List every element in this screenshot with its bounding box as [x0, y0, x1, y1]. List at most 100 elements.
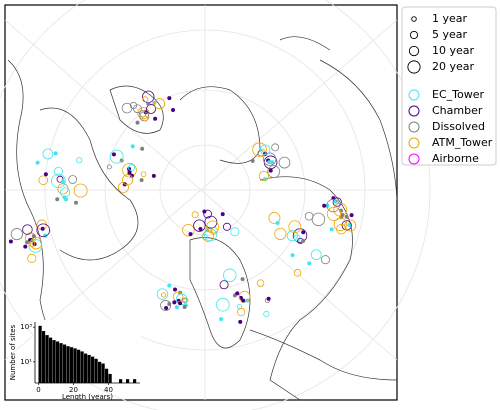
site-ring	[28, 238, 43, 253]
site-dot	[53, 151, 58, 156]
legend-size-marker	[409, 30, 419, 40]
site-dot	[167, 302, 172, 307]
legend-type-marker	[408, 153, 420, 165]
site-dot	[198, 226, 203, 231]
histogram-bar	[59, 343, 63, 383]
site-ring	[73, 183, 88, 198]
site-ring	[193, 219, 206, 232]
site-dot	[238, 319, 243, 324]
x-tick-label: 0	[36, 386, 40, 394]
site-dot	[23, 244, 28, 249]
site-ring	[106, 164, 112, 170]
site-ring	[139, 110, 147, 118]
site-ring	[51, 173, 66, 189]
histogram-bar	[98, 361, 102, 383]
histogram-bar	[91, 356, 95, 383]
histogram-bar	[133, 379, 137, 383]
legend-label: EC_Tower	[432, 88, 484, 101]
site-ring	[293, 269, 302, 277]
site-ring	[76, 157, 83, 164]
legend-label: Airborne	[432, 152, 479, 165]
legend-type-marker	[408, 89, 420, 101]
graticule	[0, 0, 431, 410]
site-dot	[55, 197, 60, 202]
site-ring	[252, 142, 267, 157]
site-dot	[153, 116, 158, 121]
site-ring	[278, 156, 291, 169]
histogram-bar	[66, 346, 70, 383]
site-ring	[223, 268, 237, 282]
x-axis-label: Length (years)	[62, 393, 113, 401]
site-dot	[240, 277, 245, 282]
site-ring	[182, 224, 195, 237]
site-ring	[22, 224, 33, 235]
site-dot	[270, 160, 275, 165]
site-ring	[271, 143, 280, 152]
histogram-bar	[101, 363, 105, 383]
site-dot	[62, 195, 67, 200]
histogram-bar	[45, 335, 49, 383]
site-ring	[311, 212, 326, 227]
histogram-bar	[126, 379, 130, 383]
site-ring	[175, 293, 188, 306]
site-dot	[322, 203, 327, 208]
site-dot	[268, 168, 273, 173]
site-ring	[292, 228, 308, 243]
histogram-bar	[119, 379, 123, 383]
site-dot	[347, 223, 352, 228]
site-ring	[160, 292, 167, 298]
site-dot	[40, 226, 45, 231]
site-ring	[288, 220, 302, 234]
site-dot	[202, 209, 207, 214]
site-ring	[122, 174, 134, 186]
site-ring	[146, 104, 156, 114]
site-ring	[27, 253, 37, 263]
histogram-bar	[42, 331, 46, 383]
histogram-bar	[52, 340, 56, 383]
site-ring	[160, 300, 172, 311]
legend-type-marker	[408, 121, 420, 133]
site-ring	[153, 98, 166, 110]
site-dot	[167, 96, 172, 101]
site-ring	[122, 162, 137, 178]
site-dot	[151, 173, 156, 178]
histogram-bar	[73, 348, 77, 383]
site-dot	[275, 221, 280, 226]
y-tick-label: 10³	[20, 323, 32, 331]
histogram-bar	[80, 351, 84, 383]
site-ring	[127, 164, 136, 172]
site-ring	[121, 102, 133, 114]
site-ring	[310, 249, 322, 261]
histogram-bar	[94, 358, 98, 383]
site-dot	[140, 146, 145, 151]
site-ring	[219, 280, 229, 290]
site-dot	[307, 261, 312, 266]
site-ring	[304, 211, 314, 221]
site-ring	[237, 307, 246, 317]
site-dot	[174, 305, 179, 310]
site-ring	[172, 291, 184, 303]
site-dot	[146, 101, 151, 106]
site-dot	[164, 305, 169, 310]
legend-type-marker	[408, 137, 420, 149]
site-ring	[56, 175, 64, 183]
site-dot	[344, 214, 349, 219]
coastlines	[7, 36, 398, 401]
site-dot	[130, 144, 135, 149]
legend-box	[401, 6, 497, 166]
site-ring	[268, 211, 281, 224]
site-dot	[266, 296, 271, 301]
site-ring	[267, 165, 281, 178]
site-ring	[274, 227, 287, 240]
legend: 1 year 5 year 10 year 20 year EC_Tower Chambe…	[407, 12, 493, 165]
site-dot	[241, 298, 246, 303]
histogram-bar	[77, 349, 81, 383]
site-dot	[139, 178, 144, 183]
site-ring	[259, 144, 271, 155]
site-dot	[8, 239, 13, 244]
site-markers	[8, 90, 357, 324]
legend-size-marker	[411, 16, 417, 22]
site-dot	[301, 238, 306, 243]
y-tick-label: 10¹	[20, 358, 32, 366]
site-ring	[333, 217, 348, 232]
